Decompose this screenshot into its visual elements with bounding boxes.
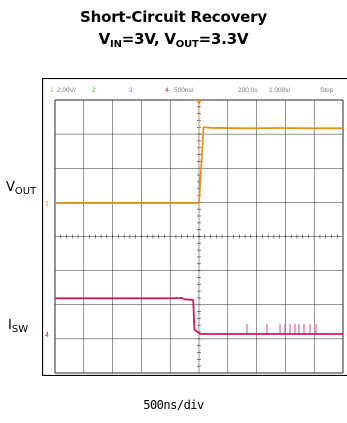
scope-header-ch1-scale: 2.00V/ [57,87,76,94]
scope-header-position: 200.0s [238,87,258,94]
chart-subtitle: VIN=3V, VOUT=3.3V [98,30,249,50]
ch1-marker: 1 [45,201,49,208]
scope-header-time-scale: 500ns/ [174,87,194,94]
chart-title: Short-Circuit Recovery [80,8,267,26]
timebase-label: 500ns/div [143,398,204,412]
scope-header-sample: 1.000s/ [269,87,291,94]
vout-trace [55,126,343,204]
ch4-marker: 4 [45,332,49,339]
scope-header-ch3: 3 [129,87,133,94]
scope-header-ch2: 2 [92,87,96,94]
vout-label: VOUT [6,180,37,197]
isw-trace [55,297,343,335]
scope-header-ch1: 1 [50,87,54,94]
scope-header-state: Stop [320,87,334,94]
trigger-marker [196,100,202,105]
scope-header-ch4: 4 [165,87,169,94]
isw-label: ISW [8,318,29,335]
